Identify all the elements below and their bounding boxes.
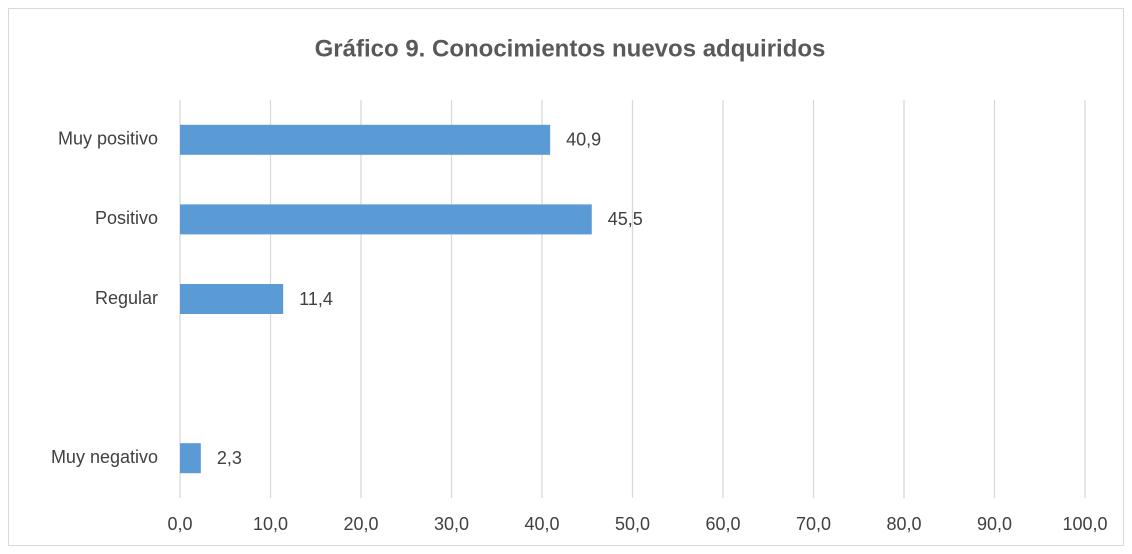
- y-tick-label: Muy negativo: [51, 447, 158, 467]
- x-tick-label: 60,0: [705, 514, 740, 534]
- x-tick-label: 50,0: [615, 514, 650, 534]
- bar: [180, 204, 592, 235]
- value-label: 11,4: [299, 289, 333, 309]
- chart-title: Gráfico 9. Conocimientos nuevos adquirid…: [315, 35, 826, 62]
- x-tick-label: 20,0: [343, 514, 378, 534]
- value-label: 2,3: [217, 448, 242, 468]
- x-tick-label: 70,0: [796, 514, 831, 534]
- chart-frame: [8, 8, 1124, 546]
- y-tick-label: Positivo: [95, 208, 158, 228]
- x-tick-label: 100,0: [1062, 514, 1107, 534]
- value-label: 45,5: [608, 209, 643, 229]
- value-label: 40,9: [566, 130, 601, 150]
- y-tick-label: Regular: [95, 288, 158, 308]
- x-tick-label: 80,0: [886, 514, 921, 534]
- y-tick-label: Muy positivo: [58, 129, 158, 149]
- x-tick-label: 0,0: [167, 514, 192, 534]
- x-tick-label: 10,0: [253, 514, 288, 534]
- bar: [180, 124, 551, 155]
- x-tick-label: 40,0: [524, 514, 559, 534]
- bar: [180, 443, 201, 474]
- x-tick-label: 90,0: [977, 514, 1012, 534]
- x-tick-label: 30,0: [434, 514, 469, 534]
- bar: [180, 284, 284, 314]
